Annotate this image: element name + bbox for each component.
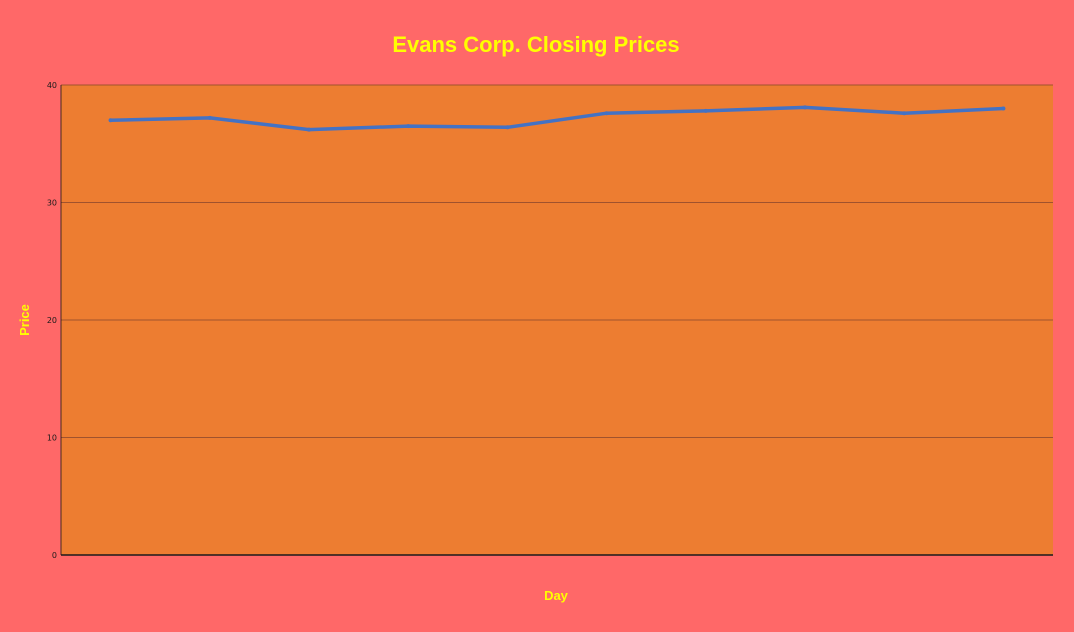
- data-point-6: [604, 111, 609, 116]
- data-point-2: [207, 115, 212, 120]
- y-axis-title: Price: [17, 304, 32, 336]
- series-layer: [108, 105, 1006, 132]
- y-tick-label: 10: [47, 434, 57, 443]
- data-point-3: [307, 127, 311, 132]
- gridlines: [61, 84, 1053, 438]
- series-line-0: [108, 105, 1006, 132]
- data-point-4: [406, 124, 411, 129]
- data-point-1: [108, 118, 113, 123]
- data-point-10: [1001, 106, 1006, 111]
- data-point-8: [803, 105, 807, 110]
- chart-title: Evans Corp. Closing Prices: [392, 32, 679, 57]
- y-tick-label: 0: [52, 551, 57, 560]
- y-tick-label: 40: [47, 81, 57, 90]
- y-tick-label: 20: [47, 316, 57, 325]
- data-point-9: [902, 111, 907, 116]
- y-tick-labels: 0 10 20 30 40: [47, 81, 57, 560]
- data-point-7: [703, 108, 708, 113]
- axes: [60, 85, 1053, 556]
- data-point-5: [505, 125, 510, 130]
- x-axis-title: Day: [544, 588, 569, 603]
- y-tick-label: 30: [47, 199, 57, 208]
